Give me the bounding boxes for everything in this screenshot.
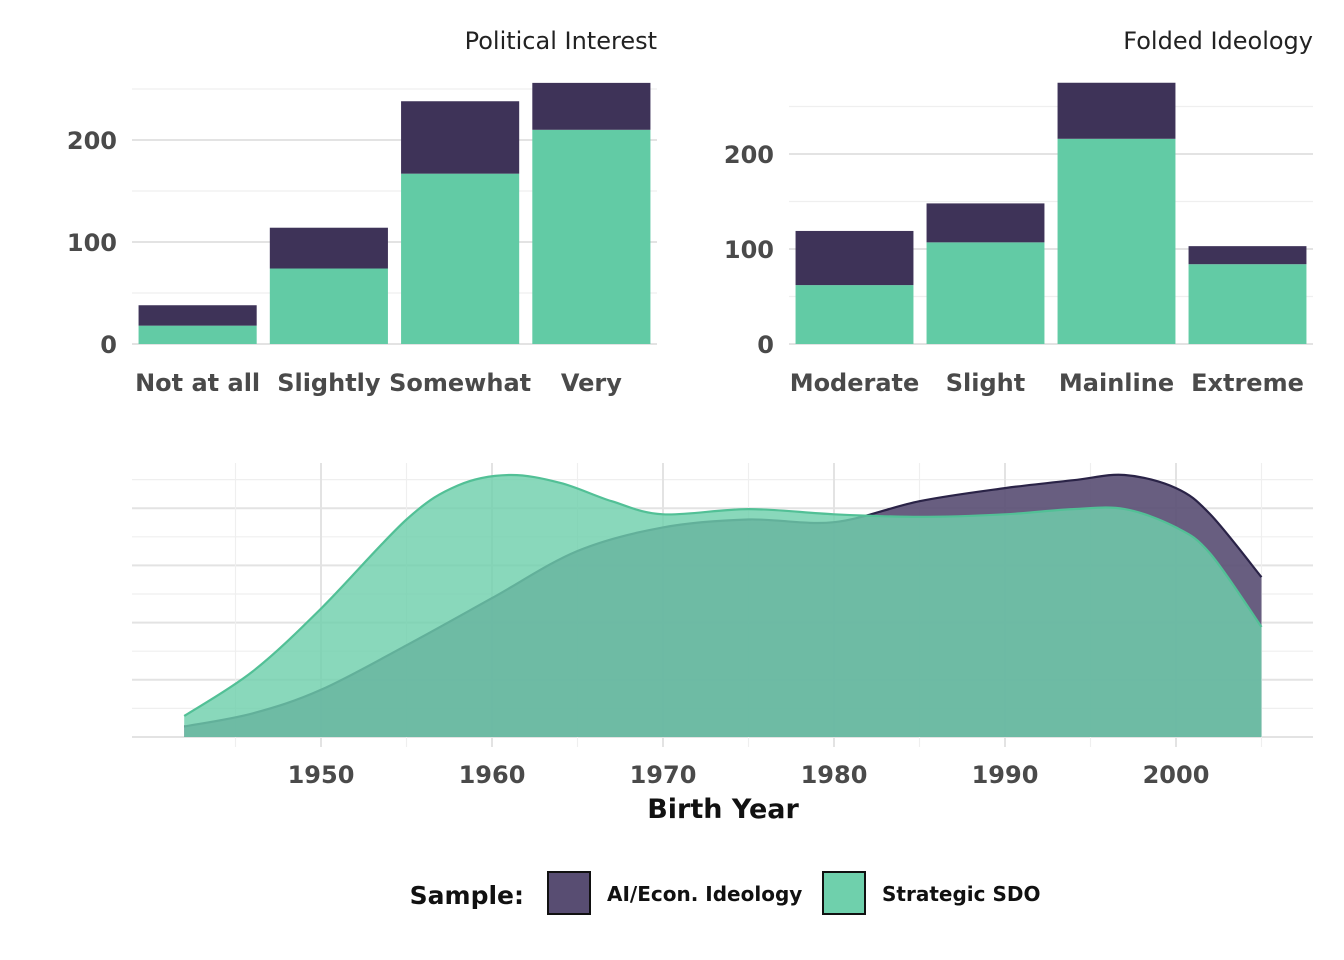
bar-strategic-sdo-slightly — [269, 268, 388, 344]
bar-strategic-sdo-very — [532, 129, 651, 344]
bars — [795, 82, 1307, 344]
density-area-strategic-sdo-outline — [183, 473, 1263, 717]
x-tick-labels: Moderate Slight Mainline Extreme — [790, 369, 1304, 397]
x-tick-label-not-at-all: Not at all — [135, 369, 260, 397]
legend-key-ai-econ — [547, 871, 591, 915]
y-tick-label: 0 — [100, 331, 117, 359]
x-tick-label-1960: 1960 — [459, 761, 526, 789]
x-tick-label-slight: Slight — [946, 369, 1025, 397]
panel-birth-year-density: 1950 1960 1970 1980 1990 2000 Birth Year — [132, 463, 1313, 825]
x-tick-label-1970: 1970 — [630, 761, 697, 789]
legend: Sample: AI/Econ. Ideology Strategic SDO — [410, 871, 1040, 915]
bar-strategic-sdo-mainline — [1057, 138, 1176, 344]
x-tick-label-very: Very — [561, 369, 622, 397]
bar-strategic-sdo-moderate — [795, 285, 914, 344]
legend-label-strategic-sdo: Strategic SDO — [882, 882, 1040, 906]
density-areas — [183, 473, 1263, 737]
legend-key-strategic-sdo — [822, 871, 866, 915]
bar-ai-econ-somewhat — [401, 101, 520, 174]
x-tick-label-1950: 1950 — [288, 761, 355, 789]
y-tick-label: 200 — [724, 141, 774, 169]
bar-strategic-sdo-extreme — [1188, 264, 1307, 344]
x-tick-label-somewhat: Somewhat — [389, 369, 531, 397]
x-tick-label-moderate: Moderate — [790, 369, 920, 397]
panel-title-folded-ideology: Folded Ideology — [1123, 27, 1313, 55]
y-tick-label: 100 — [724, 236, 774, 264]
panel-title-political-interest: Political Interest — [465, 27, 657, 55]
x-tick-label-extreme: Extreme — [1191, 369, 1304, 397]
bar-ai-econ-very — [532, 82, 651, 130]
y-tick-label: 0 — [757, 331, 774, 359]
bar-strategic-sdo-slight — [926, 242, 1045, 344]
panel-folded-ideology: Folded Ideology 0 100 200 Moderate Slight Ma… — [724, 27, 1313, 397]
bar-ai-econ-slight — [926, 203, 1045, 243]
y-tick-label: 200 — [67, 127, 117, 155]
x-tick-label-1980: 1980 — [801, 761, 868, 789]
legend-title: Sample: — [410, 881, 524, 910]
x-tick-label-2000: 2000 — [1143, 761, 1210, 789]
bar-ai-econ-not-at-all — [138, 305, 257, 326]
y-tick-label: 100 — [67, 229, 117, 257]
x-tick-label-slightly: Slightly — [277, 369, 381, 397]
x-tick-label-mainline: Mainline — [1059, 369, 1174, 397]
x-tick-labels: Not at all Slightly Somewhat Very — [135, 369, 622, 397]
bars — [138, 82, 651, 344]
y-tick-labels: 0 100 200 — [724, 141, 774, 359]
bar-ai-econ-slightly — [269, 227, 388, 269]
density-area-strategic-sdo — [184, 474, 1262, 737]
x-axis-title: Birth Year — [647, 794, 799, 825]
x-tick-label-1990: 1990 — [972, 761, 1039, 789]
x-tick-labels: 1950 1960 1970 1980 1990 2000 — [288, 761, 1210, 789]
bar-strategic-sdo-not-at-all — [138, 325, 257, 344]
bar-ai-econ-extreme — [1188, 246, 1307, 265]
bar-ai-econ-mainline — [1057, 82, 1176, 139]
legend-label-ai-econ: AI/Econ. Ideology — [607, 882, 802, 906]
y-tick-labels: 0 100 200 — [67, 127, 117, 359]
panel-political-interest: Political Interest 0 100 200 Not at all Sli… — [67, 27, 657, 397]
bar-strategic-sdo-somewhat — [401, 173, 520, 344]
bar-ai-econ-moderate — [795, 230, 914, 286]
